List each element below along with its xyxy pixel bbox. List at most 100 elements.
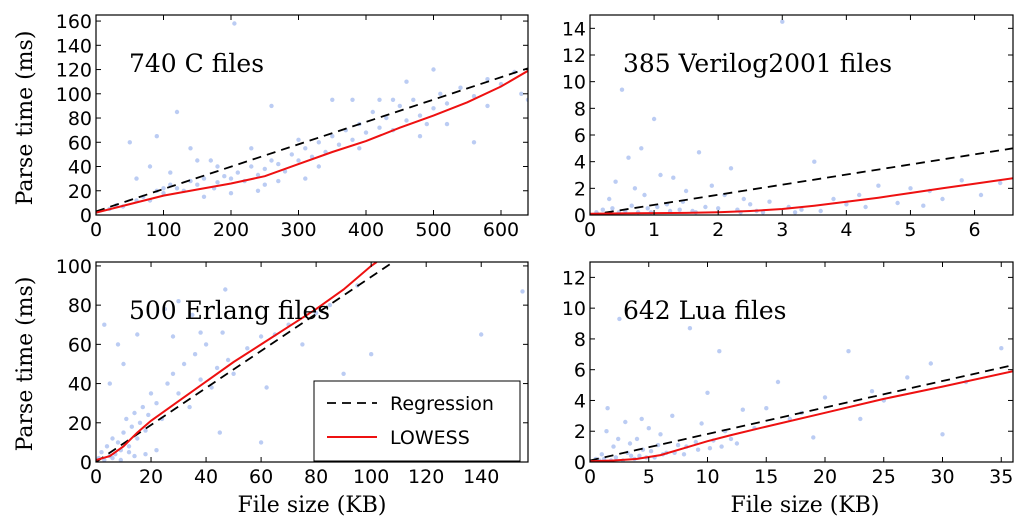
axes-frame-erlang [95, 261, 529, 463]
data-point [780, 19, 785, 24]
y-tick-label: 2 [574, 178, 586, 200]
legend-box [313, 380, 521, 462]
data-point [174, 109, 180, 115]
data-point [127, 140, 132, 145]
data-point [147, 164, 153, 169]
data-point [846, 349, 851, 354]
y-tick-label: 40 [68, 374, 92, 396]
y-tick-label: 10 [562, 72, 586, 94]
x-tick-label: 0 [584, 219, 596, 241]
data-point [844, 202, 849, 207]
data-point [209, 385, 214, 390]
data-point [135, 332, 140, 337]
data-point [187, 404, 192, 410]
data-point [124, 416, 129, 422]
y-tick-label: 20 [68, 413, 92, 435]
data-point [165, 381, 170, 386]
y-tick-label: 100 [56, 84, 92, 106]
data-point [831, 196, 836, 202]
data-point [999, 346, 1004, 351]
x-tick-label: 100 [145, 219, 181, 241]
data-point [390, 97, 396, 103]
data-point [126, 450, 132, 455]
data-point [341, 371, 346, 376]
data-point [146, 412, 151, 418]
y-tick-label: 12 [562, 267, 586, 289]
data-point [707, 446, 713, 451]
data-point [137, 420, 143, 425]
data-point [617, 316, 622, 322]
data-point [411, 97, 416, 103]
data-point [928, 361, 933, 366]
y-tick-label: 0 [574, 205, 586, 227]
y-tick-label: 4 [574, 390, 586, 412]
plot-area-erlang [96, 262, 525, 462]
data-point [792, 210, 798, 215]
data-point [670, 413, 675, 418]
data-point [276, 161, 281, 167]
data-point [444, 101, 450, 106]
x-tick-label: 60 [249, 466, 273, 488]
data-point [857, 192, 862, 198]
data-point [479, 332, 484, 337]
data-point [709, 183, 714, 188]
data-point [908, 186, 913, 191]
data-point [143, 428, 148, 433]
data-point [648, 449, 654, 454]
data-point [350, 97, 355, 103]
data-point [458, 85, 463, 90]
data-point [154, 401, 159, 406]
lowess-line-lua [590, 370, 1013, 462]
data-point [703, 204, 708, 210]
y-tick-label: 8 [574, 98, 586, 120]
data-point [99, 450, 104, 455]
x-tick-label: 3 [776, 219, 788, 241]
x-tick-label: 6 [968, 219, 980, 241]
axes-frame-c [95, 14, 529, 216]
data-point [228, 191, 234, 196]
panel-title-erlang: 500 Erlang files [129, 296, 330, 325]
x-tick-label: 4 [840, 219, 852, 241]
data-point [121, 361, 126, 367]
data-point [192, 352, 198, 357]
data-point [370, 109, 375, 115]
data-point [728, 436, 734, 442]
y-tick-label: 12 [562, 45, 586, 67]
data-point [369, 352, 374, 357]
data-point [161, 186, 166, 191]
data-point [132, 410, 137, 416]
y-tick-label: 120 [56, 60, 92, 82]
data-point [627, 441, 633, 446]
data-point [695, 447, 701, 452]
data-point [905, 375, 910, 380]
data-point [431, 106, 436, 111]
data-point [296, 158, 301, 163]
data-point [775, 379, 781, 385]
data-point [645, 206, 650, 211]
y-tick-label: 100 [56, 256, 92, 278]
data-point [658, 432, 663, 437]
data-point [330, 97, 335, 103]
regression-line-verilog [590, 147, 1013, 215]
data-point [728, 166, 734, 171]
data-point [215, 180, 220, 185]
panel-title-lua: 642 Lua files [623, 296, 787, 325]
x-tick-label: 0 [584, 466, 596, 488]
x-tick-label: 35 [989, 466, 1013, 488]
x-tick-label: 25 [872, 466, 896, 488]
data-point [628, 453, 634, 458]
data-point [642, 192, 647, 198]
data-point [604, 429, 609, 434]
data-point [220, 330, 225, 335]
data-point [313, 310, 319, 316]
data-point [110, 436, 115, 441]
data-point [959, 178, 964, 183]
data-point [198, 330, 203, 335]
data-point [135, 436, 140, 441]
data-point [201, 176, 207, 181]
data-point [740, 407, 745, 412]
data-point [188, 146, 193, 151]
data-point [154, 134, 159, 139]
data-point [316, 140, 321, 145]
